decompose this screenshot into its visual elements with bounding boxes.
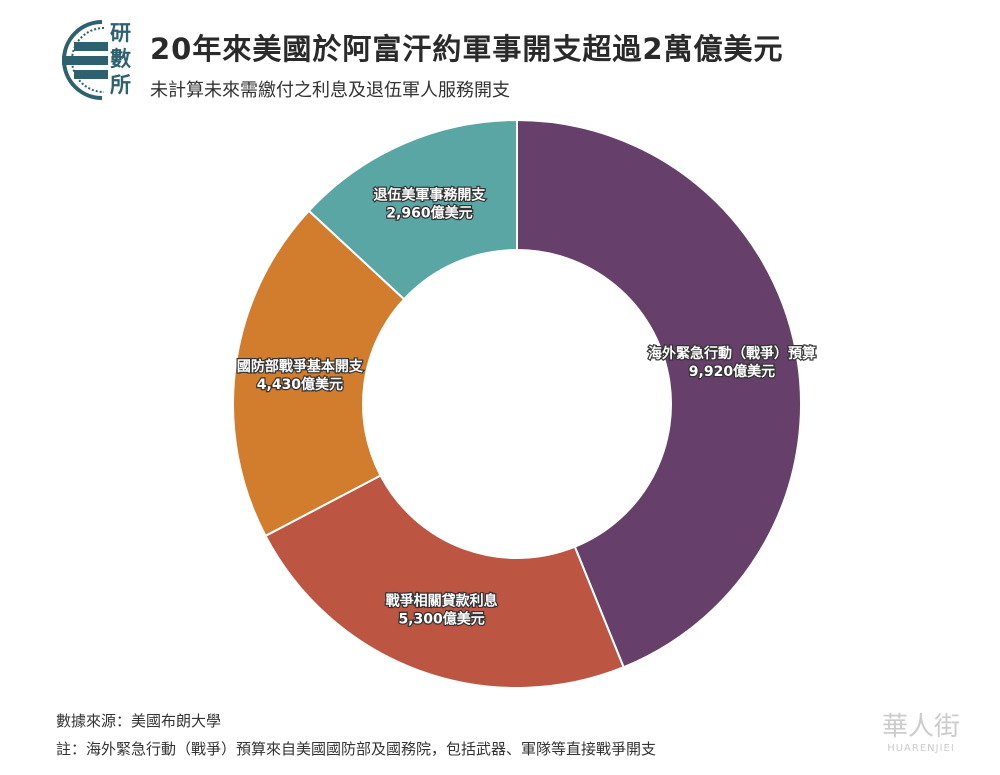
logo-text: 研數所 [110, 21, 131, 97]
chart-title: 20年來美國於阿富汗約軍事開支超過2萬億美元 [150, 32, 784, 66]
source-note: 數據來源：美國布朗大學 [56, 712, 222, 730]
slice-value-label: 4,430億美元 [257, 376, 343, 393]
donut-slice [516, 118, 802, 669]
logo-icon [62, 20, 108, 100]
slice-value-label: 2,960億美元 [386, 204, 472, 221]
donut-slice [307, 118, 518, 301]
slice-name-label: 國防部戰爭基本開支 [237, 358, 364, 375]
donut-slice [264, 474, 625, 689]
chart-subtitle: 未計算未來需繳付之利息及退伍軍人服務開支 [150, 80, 510, 101]
donut-slice [232, 209, 406, 538]
footnote: 註：海外緊急行動（戰爭）預算來自美國國防部及國務院，包括武器、軍隊等直接戰爭開支 [56, 740, 657, 758]
slice-name-label: 海外緊急行動（戰爭）預算 [648, 345, 816, 362]
slice-value-label: 5,300億美元 [398, 611, 484, 628]
slice-name-label: 退伍美軍事務開支 [373, 186, 486, 203]
watermark: 華人街 HUARENJIEI [881, 712, 960, 754]
slice-name-label: 戰爭相關貸款利息 [386, 593, 498, 610]
slice-value-label: 9,920億美元 [689, 363, 775, 380]
